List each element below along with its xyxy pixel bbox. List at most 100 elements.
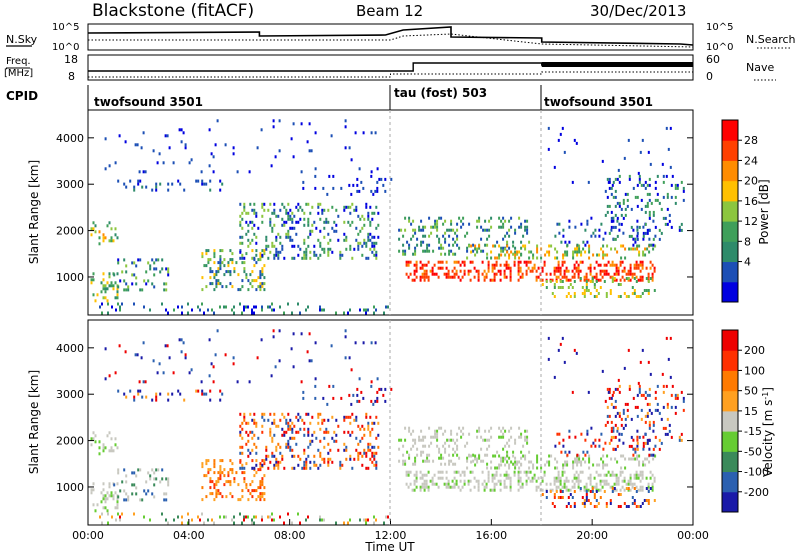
velocity-cell bbox=[239, 512, 241, 516]
power-cell bbox=[590, 234, 593, 238]
velocity-cell bbox=[653, 499, 656, 502]
velocity-cell bbox=[483, 488, 486, 492]
power-cell bbox=[349, 247, 352, 251]
colorbar-tick: 20 bbox=[744, 175, 758, 188]
power-cell bbox=[583, 295, 586, 298]
power-cell bbox=[369, 232, 372, 236]
velocity-cell bbox=[165, 498, 168, 502]
power-cell bbox=[133, 273, 136, 277]
velocity-cell bbox=[421, 476, 424, 480]
colorbar-swatch bbox=[722, 120, 738, 141]
velocity-cell bbox=[565, 485, 568, 489]
velocity-cell bbox=[585, 496, 588, 499]
velocity-cell bbox=[639, 485, 642, 489]
velocity-cell bbox=[466, 456, 469, 460]
power-cell bbox=[599, 286, 602, 289]
velocity-cell bbox=[251, 459, 254, 463]
power-cell bbox=[651, 263, 654, 267]
power-cell bbox=[448, 249, 451, 253]
velocity-cell bbox=[181, 515, 183, 519]
power-cell bbox=[641, 138, 644, 142]
power-cell bbox=[669, 126, 672, 130]
power-cell bbox=[571, 275, 574, 279]
power-cell bbox=[573, 292, 576, 295]
power-cell bbox=[123, 182, 126, 186]
power-cell bbox=[606, 210, 609, 214]
velocity-cell bbox=[622, 441, 625, 445]
velocity-cell bbox=[115, 518, 117, 522]
velocity-cell bbox=[559, 490, 562, 493]
velocity-cell bbox=[398, 459, 401, 463]
velocity-cell bbox=[619, 470, 622, 474]
power-cell bbox=[577, 272, 580, 276]
power-cell bbox=[508, 228, 511, 232]
velocity-cell bbox=[607, 390, 610, 394]
velocity-cell bbox=[662, 390, 665, 394]
velocity-cell bbox=[404, 459, 407, 463]
power-cell bbox=[593, 275, 596, 279]
velocity-cell bbox=[635, 490, 638, 493]
power-cell bbox=[253, 202, 256, 206]
velocity-cell bbox=[606, 420, 609, 424]
velocity-cell bbox=[299, 427, 302, 431]
power-cell bbox=[531, 269, 534, 273]
velocity-cell bbox=[532, 463, 535, 467]
power-cell bbox=[670, 225, 673, 229]
velocity-cell bbox=[281, 454, 284, 458]
velocity-cell bbox=[555, 476, 558, 480]
power-cell bbox=[431, 272, 434, 276]
velocity-cell bbox=[514, 463, 517, 467]
power-cell bbox=[560, 240, 563, 244]
velocity-cell bbox=[215, 483, 218, 487]
power-cell bbox=[586, 219, 589, 223]
power-cell bbox=[455, 269, 458, 273]
power-cell bbox=[159, 182, 162, 186]
velocity-cell bbox=[456, 453, 459, 457]
power-cell bbox=[620, 244, 623, 248]
power-cell bbox=[638, 253, 641, 257]
power-cell bbox=[444, 237, 447, 241]
power-cell bbox=[415, 269, 418, 273]
power-cell bbox=[102, 233, 105, 237]
power-cell bbox=[618, 180, 621, 184]
velocity-cell bbox=[247, 439, 250, 443]
power-cell bbox=[561, 275, 564, 279]
velocity-cell bbox=[638, 384, 641, 388]
power-cell bbox=[559, 132, 562, 136]
power-cell bbox=[442, 246, 445, 250]
power-cell bbox=[508, 256, 511, 260]
power-cell bbox=[623, 266, 626, 270]
power-cell bbox=[593, 286, 596, 289]
velocity-cell bbox=[349, 518, 351, 522]
velocity-cell bbox=[428, 459, 431, 463]
power-cell bbox=[207, 308, 209, 312]
velocity-cell bbox=[285, 430, 288, 434]
velocity-cell bbox=[572, 463, 575, 467]
velocity-cell bbox=[345, 448, 348, 452]
power-cell bbox=[637, 171, 640, 175]
power-cell bbox=[375, 256, 378, 260]
power-cell bbox=[241, 311, 243, 315]
velocity-cell bbox=[227, 474, 230, 478]
power-cell bbox=[273, 208, 276, 212]
velocity-cell bbox=[639, 488, 642, 492]
power-cell bbox=[167, 188, 170, 192]
power-cell bbox=[297, 208, 300, 212]
power-cell bbox=[490, 256, 493, 260]
power-cell bbox=[627, 272, 630, 276]
velocity-cell bbox=[500, 435, 503, 439]
power-cell bbox=[460, 225, 463, 229]
nsky-tick-bottom: 10^0 bbox=[52, 42, 79, 53]
power-cell bbox=[293, 256, 296, 260]
velocity-cell bbox=[610, 402, 613, 406]
velocity-cell bbox=[355, 436, 358, 440]
velocity-cell bbox=[287, 412, 290, 416]
power-cell bbox=[558, 222, 561, 226]
velocity-cell bbox=[375, 451, 378, 455]
velocity-cell bbox=[180, 350, 183, 354]
velocity-cell bbox=[329, 448, 332, 452]
power-cell bbox=[233, 305, 235, 309]
power-cell bbox=[586, 240, 589, 244]
power-cell bbox=[553, 272, 556, 276]
power-cell bbox=[422, 225, 425, 229]
